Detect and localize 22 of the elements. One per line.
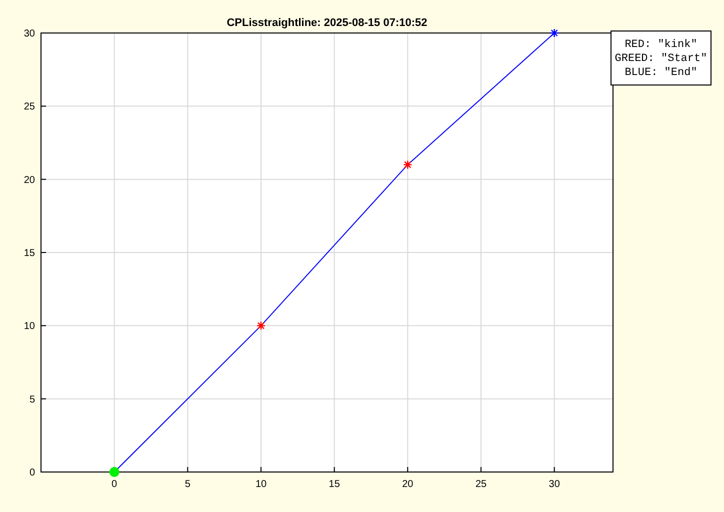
x-tick-label: 10: [255, 479, 267, 490]
text: RED: "kink": [624, 39, 698, 51]
y-tick-label: 10: [24, 321, 36, 332]
y-tick-label: 0: [29, 468, 36, 478]
point: [550, 28, 559, 38]
x-tick-label: 0: [112, 479, 118, 490]
text: GREED: "Start": [614, 53, 708, 65]
x-tick-label: 30: [548, 479, 560, 490]
chart-title: CPLisstraightline: 2025-08-15 07:10:52: [226, 17, 428, 29]
point: [109, 467, 120, 477]
y-tick-label: 5: [29, 394, 36, 406]
x-tick-label: 5: [184, 479, 191, 490]
x-tick-label: 20: [402, 479, 414, 490]
point: [256, 321, 266, 330]
text: BLUE: "End": [624, 67, 698, 79]
x-tick-label: 25: [475, 479, 487, 490]
y-tick-label: 20: [24, 174, 36, 186]
y-tick-label: 25: [24, 102, 36, 113]
y-tick-label: 15: [24, 248, 36, 259]
y-tick-label: 30: [24, 28, 36, 40]
point: [403, 160, 412, 170]
x-tick-label: 15: [328, 479, 340, 490]
